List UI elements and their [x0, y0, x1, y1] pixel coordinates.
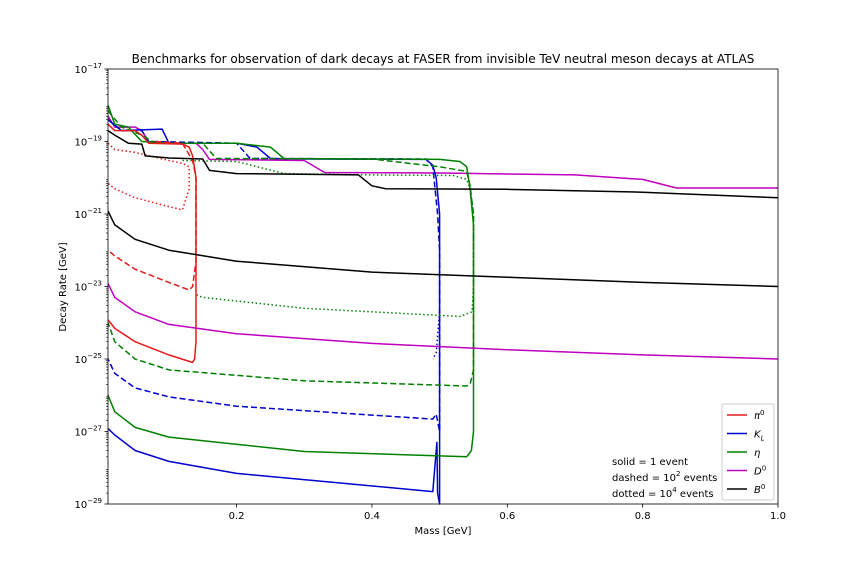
series-line-eta-dotted-6: [182, 159, 475, 318]
x-tick-label: 1.0: [770, 511, 786, 522]
legend-label: KL: [754, 430, 765, 443]
series-layer: [107, 105, 779, 505]
series-line-B0-solid-10: [107, 129, 779, 199]
x-tick-label: 0.2: [229, 511, 245, 522]
note-dashed: dashed = 102 events: [612, 470, 717, 484]
series-line-pi0-dashed-8: [107, 140, 197, 291]
plot-frame: [107, 68, 779, 505]
x-axis-label: Mass [GeV]: [415, 526, 472, 537]
y-tick-label: 10−17: [74, 62, 102, 76]
series-line-K_L-solid-1: [107, 119, 441, 505]
legend-label: D0: [754, 465, 766, 478]
series-line-B0-solid-11: [107, 210, 779, 288]
legend-label: B0: [754, 483, 765, 496]
legend: π0 KL η D0 B0: [721, 403, 775, 501]
x-tick-label: 0.8: [635, 511, 651, 522]
series-line-pi0-dotted-9: [107, 142, 190, 211]
legend-label: η: [754, 448, 760, 459]
x-tick-label: 0.6: [499, 511, 515, 522]
y-tick-label: 10−27: [74, 425, 102, 439]
y-tick-label: 10−25: [74, 352, 102, 366]
note-dotted: dotted = 104 events: [612, 486, 714, 500]
axes-layer: 0.2 0.4 0.6 0.8 1.0 10−17 10−19 10−21 10−23 10−25…: [74, 62, 785, 522]
y-tick-label: 10−29: [74, 497, 102, 511]
y-tick-label: 10−21: [74, 207, 102, 221]
series-line-pi0-solid-7: [107, 123, 197, 364]
x-tick-label: 0.4: [364, 511, 380, 522]
y-tick-label: 10−19: [74, 135, 102, 149]
series-line-K_L-dashed-2: [107, 119, 441, 433]
series-line-D0-solid-12: [107, 283, 779, 360]
y-axis-label: Decay Rate [GeV]: [58, 242, 69, 331]
series-line-eta-solid-4: [107, 105, 475, 458]
legend-box: [721, 403, 775, 501]
note-solid: solid = 1 event: [612, 457, 688, 468]
line-style-note: solid = 1 event dashed = 102 events dott…: [612, 457, 717, 500]
series-line-D0-solid-0: [107, 115, 778, 189]
y-tick-label: 10−23: [74, 280, 102, 294]
series-line-K_L-dotted-3: [432, 311, 441, 360]
legend-label: π0: [754, 409, 765, 422]
chart-title: Benchmarks for observation of dark decay…: [132, 52, 755, 66]
